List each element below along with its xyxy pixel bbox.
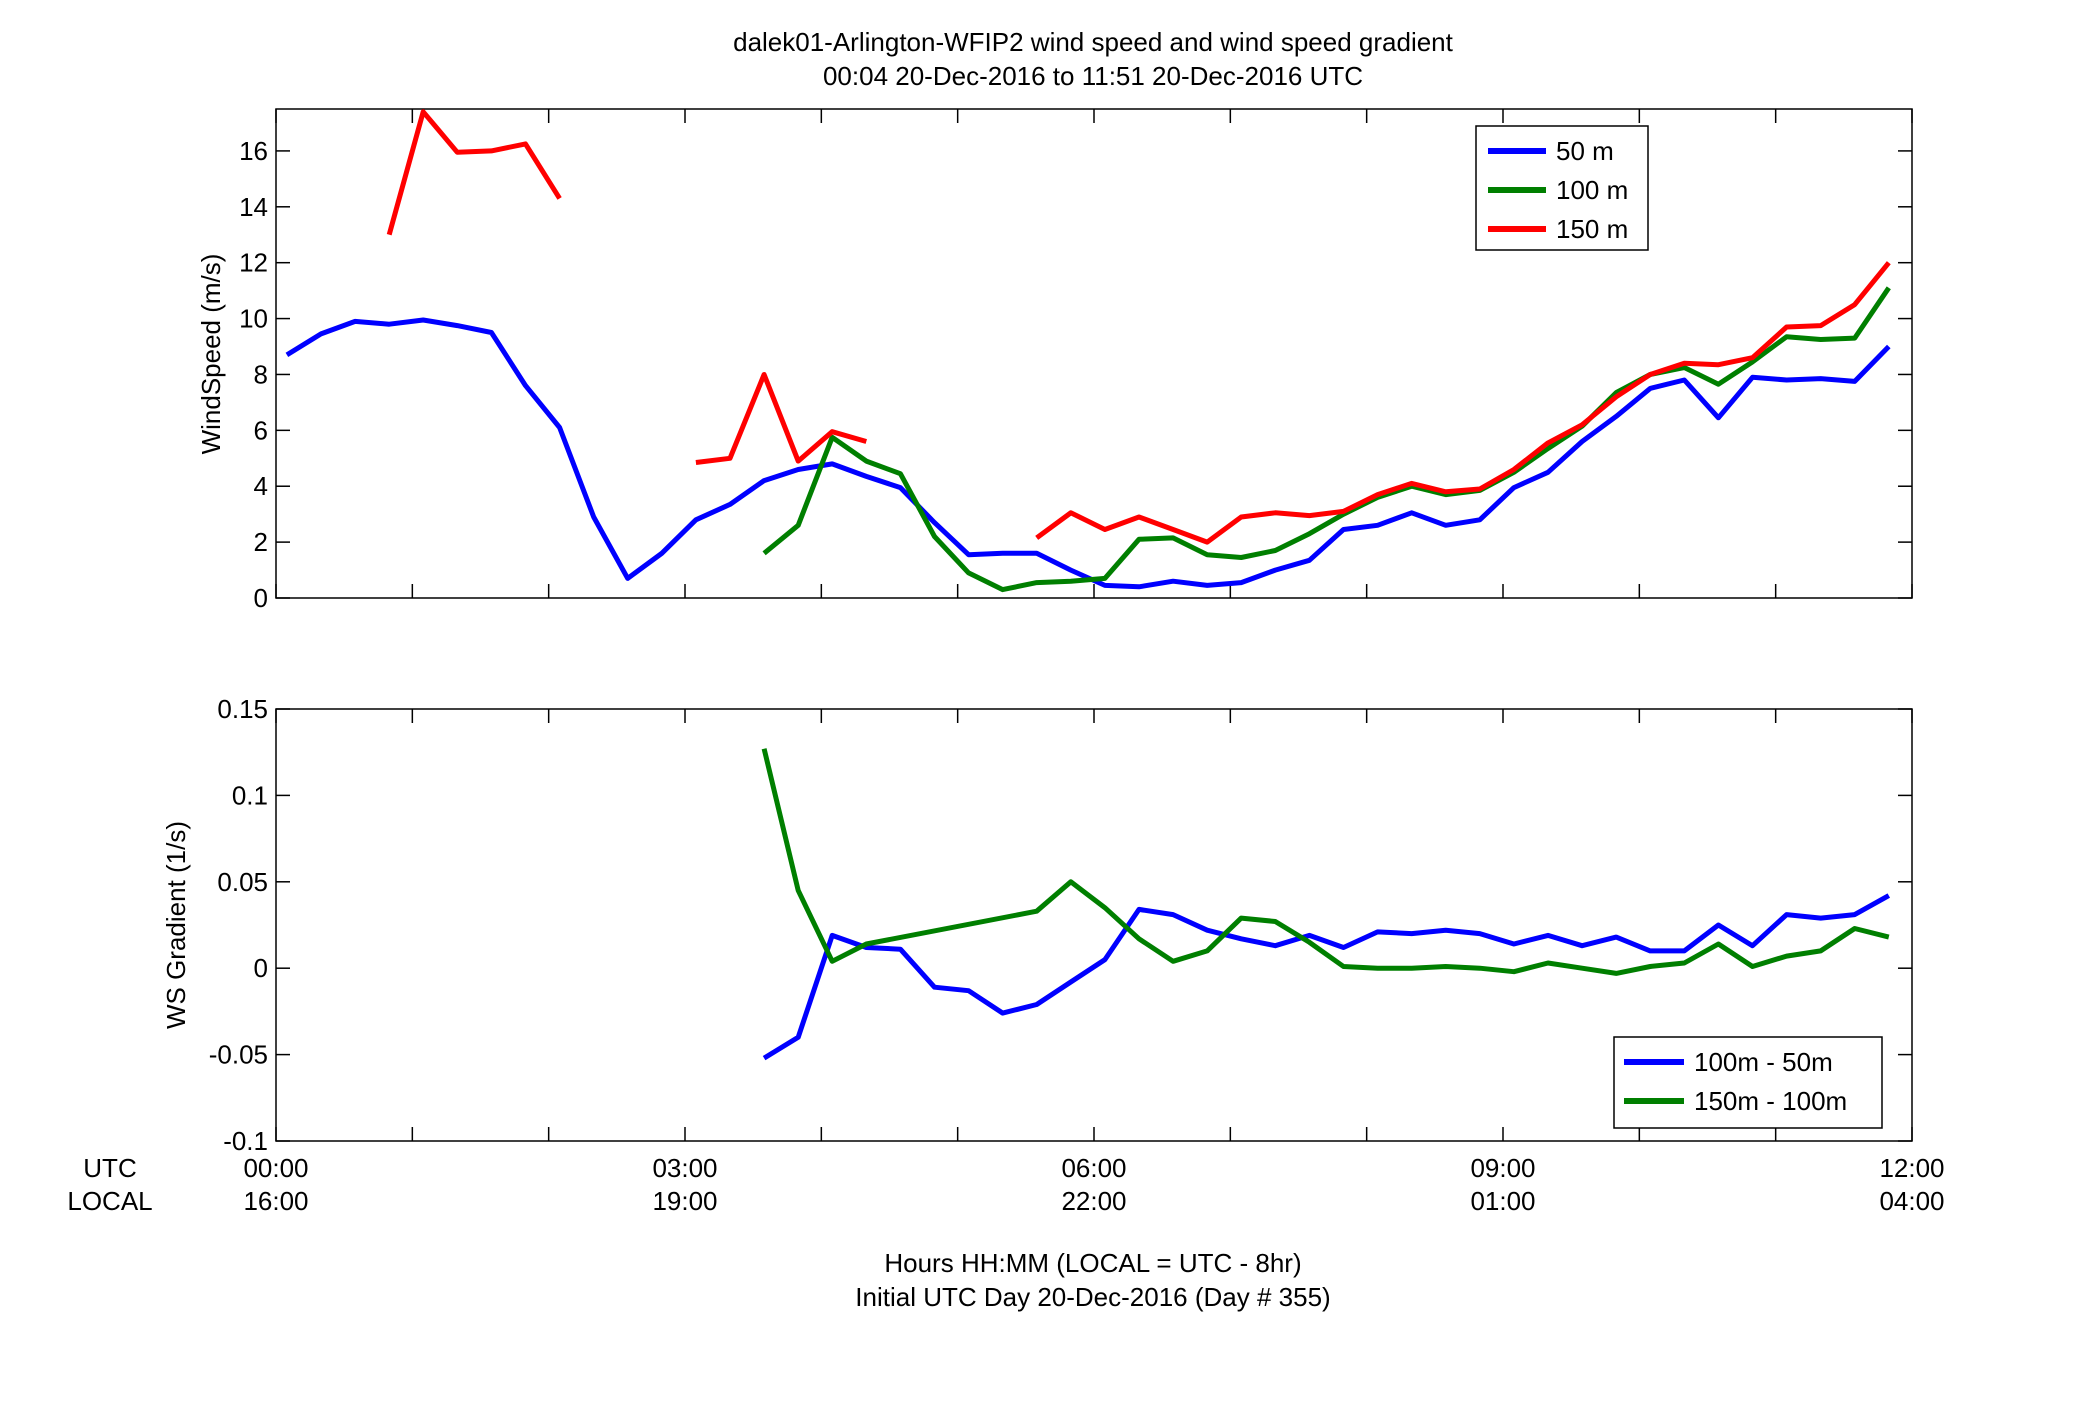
series-line-150m-100m (761, 748, 1890, 976)
windspeed-panel: 0 2 4 6 8 10 12 14 16 WindSpeed (m/s) 50 m 100 m… (196, 108, 1913, 613)
windspeed-ytick-label: 8 (254, 359, 268, 389)
gradient-legend: 100m - 50m 150m - 100m (1613, 1036, 1883, 1129)
series-line-150-m (386, 109, 562, 236)
x-tick-label-utc: 03:00 (652, 1153, 717, 1183)
windspeed-lines (285, 109, 1891, 593)
x-tick-label-local: 19:00 (652, 1186, 717, 1216)
windspeed-ytick-label: 0 (254, 583, 268, 613)
local-row-label: LOCAL (67, 1186, 152, 1216)
gradient-ytick-label: -0.1 (223, 1126, 268, 1156)
windspeed-ytick-label: 4 (254, 471, 268, 501)
x-tick-label-local: 22:00 (1061, 1186, 1126, 1216)
windspeed-ytick-label: 2 (254, 527, 268, 557)
legend-label-150m-100m: 150m - 100m (1694, 1086, 1847, 1116)
x-tick-label-utc: 09:00 (1470, 1153, 1535, 1183)
gradient-ytick-label: 0.1 (232, 780, 268, 810)
windspeed-ytick-label: 10 (239, 304, 268, 334)
gradient-ytick-label: 0.15 (217, 694, 268, 724)
x-axis-label-line1: Hours HH:MM (LOCAL = UTC - 8hr) (884, 1248, 1301, 1278)
series-line-100m-50m (762, 893, 1891, 1061)
series-line-150-m (1035, 261, 1891, 545)
windspeed-legend: 50 m 100 m 150 m (1475, 125, 1649, 251)
series-line-150-m (695, 372, 867, 465)
legend-label-100m: 100 m (1556, 175, 1628, 205)
x-axis-label-line2: Initial UTC Day 20-Dec-2016 (Day # 355) (855, 1282, 1330, 1312)
gradient-ytick-label: -0.05 (209, 1040, 268, 1070)
legend-label-100m-50m: 100m - 50m (1694, 1047, 1833, 1077)
gradient-legend-box (1613, 1036, 1883, 1129)
windspeed-y-axis-label: WindSpeed (m/s) (196, 254, 226, 455)
gradient-lines (761, 748, 1891, 1061)
gradient-ticks: -0.1 -0.05 0 0.05 0.1 0.15 (209, 694, 1913, 1156)
windspeed-ytick-label: 12 (239, 248, 268, 278)
gradient-y-axis-label: WS Gradient (1/s) (161, 821, 191, 1029)
windspeed-ytick-label: 16 (239, 136, 268, 166)
x-tick-label-utc: 00:00 (243, 1153, 308, 1183)
legend-label-150m: 150 m (1556, 214, 1628, 244)
series-line-100-m (762, 286, 1891, 593)
legend-label-50m: 50 m (1556, 136, 1614, 166)
x-tick-label-local: 01:00 (1470, 1186, 1535, 1216)
x-tick-label-local: 04:00 (1879, 1186, 1944, 1216)
windspeed-ticks: 0 2 4 6 8 10 12 14 16 (239, 109, 1913, 613)
chart-title-line2: 00:04 20-Dec-2016 to 11:51 20-Dec-2016 U… (823, 61, 1363, 91)
x-tick-label-utc: 12:00 (1879, 1153, 1944, 1183)
gradient-ytick-label: 0 (254, 953, 268, 983)
windspeed-ytick-label: 14 (239, 192, 268, 222)
chart-title-line1: dalek01-Arlington-WFIP2 wind speed and w… (733, 27, 1454, 57)
x-tick-label-utc: 06:00 (1061, 1153, 1126, 1183)
utc-row-label: UTC (83, 1153, 136, 1183)
windspeed-ytick-label: 6 (254, 415, 268, 445)
gradient-ytick-label: 0.05 (217, 867, 268, 897)
x-tick-label-local: 16:00 (243, 1186, 308, 1216)
